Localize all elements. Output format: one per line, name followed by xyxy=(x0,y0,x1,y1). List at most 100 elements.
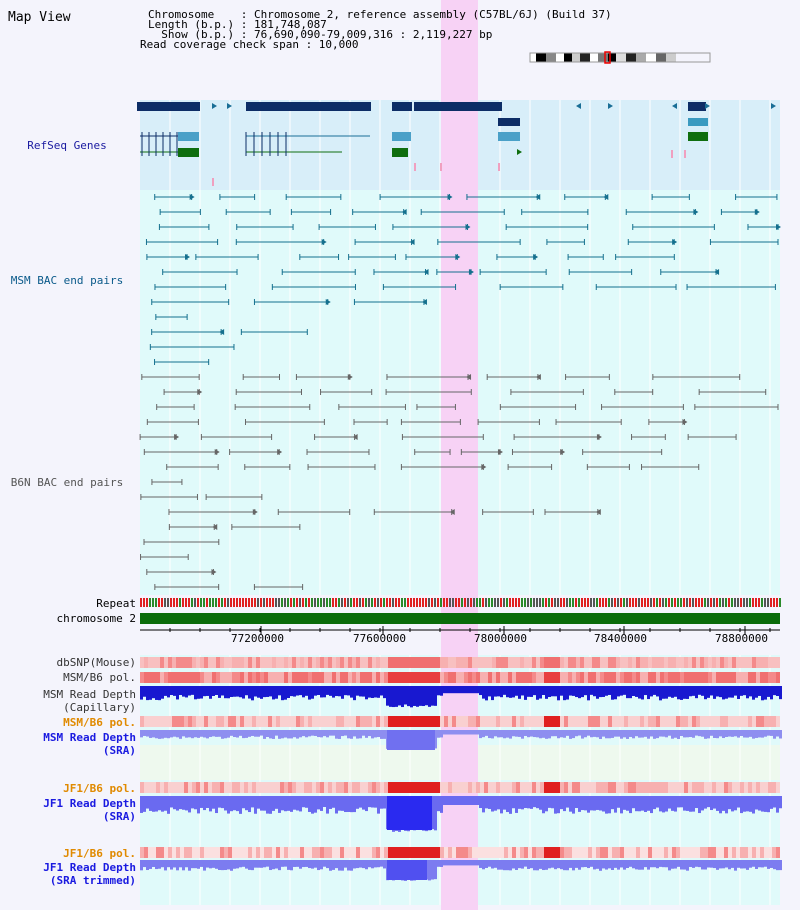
jf1-depth-sra-bar xyxy=(452,796,455,805)
msm-depth-capillary-bar xyxy=(272,686,275,700)
jf1-depth-sra-bar xyxy=(491,796,494,812)
jf1-depth-sra-bar xyxy=(212,796,215,809)
msm-b6-pol-strip xyxy=(776,672,780,683)
track-label-refseq[interactable]: RefSeq Genes xyxy=(27,139,107,152)
repeat-element xyxy=(677,598,679,607)
track-label-jf1-depth-sra: JF1 Read Depth xyxy=(43,797,136,810)
track-label-jf1-depth-trimmed-sub: (SRA trimmed) xyxy=(49,874,136,887)
jf1-depth-sra-bar xyxy=(149,796,152,811)
repeat-element xyxy=(464,598,466,607)
repeat-element xyxy=(320,598,322,607)
jf1-depth-sra-bar xyxy=(692,796,695,812)
msm-depth-capillary-bar xyxy=(674,686,677,697)
dbsnp-strip xyxy=(568,657,572,668)
dbsnp-strip xyxy=(672,657,676,668)
msm-b6-pol-strip xyxy=(220,672,224,683)
msm-b6-pol-sra-strip xyxy=(356,716,360,727)
repeat-element xyxy=(572,598,574,607)
msm-depth-capillary-bar xyxy=(755,686,758,698)
jf1-b6-pol-2-strip xyxy=(340,847,344,858)
msm-bac-pair-marker xyxy=(447,194,453,200)
jf1-b6-pol-2-strip xyxy=(460,847,464,858)
jf1-depth-sra-bar xyxy=(623,796,626,810)
msm-depth-capillary-bar xyxy=(611,686,614,700)
jf1-depth-sra-bar xyxy=(701,796,704,811)
msm-depth-capillary-bar xyxy=(599,686,602,698)
msm-b6-pol-sra-strip xyxy=(316,716,320,727)
msm-depth-sra-bar xyxy=(272,730,275,739)
msm-depth-capillary-bar xyxy=(209,686,212,699)
msm-b6-pol-sra-strip xyxy=(180,716,184,727)
jf1-b6-pol-2-strip xyxy=(356,847,360,858)
msm-depth-capillary-bar xyxy=(647,686,650,700)
jf1-b6-pol-2-strip xyxy=(280,847,284,858)
jf1-depth-trimmed-bar xyxy=(689,860,692,867)
dbsnp-strip xyxy=(720,657,724,668)
repeat-element xyxy=(527,598,529,607)
msm-b6-pol-strip xyxy=(544,672,548,683)
msm-b6-pol-strip xyxy=(656,672,660,683)
jf1-b6-pol-2-strip xyxy=(376,847,380,858)
msm-b6-pol-strip xyxy=(396,672,400,683)
jf1-b6-pol-2-strip xyxy=(720,847,724,858)
repeat-element xyxy=(602,598,604,607)
msm-depth-capillary-bar xyxy=(248,686,251,699)
dbsnp-strip xyxy=(728,657,732,668)
repeat-element xyxy=(242,598,244,607)
msm-b6-pol-sra-strip xyxy=(172,716,176,727)
jf1-depth-trimmed-bar xyxy=(656,860,659,869)
msm-b6-pol-sra-strip xyxy=(540,716,544,727)
jf1-b6-pol-2-strip xyxy=(604,847,608,858)
jf1-depth-trimmed-bar xyxy=(494,860,497,868)
jf1-b6-pol-strip xyxy=(572,782,576,793)
repeat-element xyxy=(614,598,616,607)
dbsnp-strip xyxy=(380,657,384,668)
msm-b6-pol-strip xyxy=(232,672,236,683)
msm-b6-pol-strip xyxy=(480,672,484,683)
msm-depth-sra-bar xyxy=(530,730,533,737)
jf1-b6-pol-strip xyxy=(248,782,252,793)
jf1-depth-sra-bar xyxy=(470,796,473,805)
jf1-b6-pol-2-strip xyxy=(676,847,680,858)
msm-b6-pol-sra-strip xyxy=(528,716,532,727)
track-label-b6n-bac[interactable]: B6N BAC end pairs xyxy=(10,476,124,489)
jf1-b6-pol-2-strip xyxy=(668,847,672,858)
msm-b6-pol-strip xyxy=(264,672,268,683)
b6n-bac-pair-marker xyxy=(497,449,503,455)
msm-depth-sra-bar xyxy=(332,730,335,736)
repeat-element xyxy=(686,598,688,607)
repeat-element xyxy=(332,598,334,607)
msm-b6-pol-sra-strip xyxy=(432,716,436,727)
msm-depth-capillary-bar xyxy=(296,686,299,696)
b6n-bac-pair-marker xyxy=(214,449,220,455)
msm-depth-sra-bar xyxy=(566,730,569,736)
repeat-element xyxy=(257,598,259,607)
msm-b6-pol-sra-strip xyxy=(228,716,232,727)
jf1-depth-sra-bar xyxy=(194,796,197,810)
jf1-b6-pol-strip xyxy=(380,782,384,793)
msm-b6-pol-sra-strip xyxy=(744,716,748,727)
jf1-depth-sra-bar xyxy=(686,796,689,811)
jf1-depth-trimmed-bar xyxy=(206,860,209,868)
jf1-depth-sra-bar xyxy=(197,796,200,814)
repeat-element xyxy=(530,598,532,607)
msm-depth-capillary-bar xyxy=(614,686,617,700)
jf1-b6-pol-strip xyxy=(700,782,704,793)
dbsnp-strip xyxy=(308,657,312,668)
jf1-b6-pol-2-strip xyxy=(256,847,260,858)
dbsnp-strip xyxy=(464,657,468,668)
track-label-msm-bac[interactable]: MSM BAC end pairs xyxy=(10,274,124,287)
jf1-b6-pol-strip xyxy=(272,782,276,793)
dbsnp-strip xyxy=(364,657,368,668)
repeat-element xyxy=(479,598,481,607)
msm-depth-capillary-bar xyxy=(602,686,605,697)
msm-depth-capillary-bar xyxy=(206,686,209,696)
msm-b6-pol-strip xyxy=(560,672,564,683)
jf1-b6-pol-2-strip xyxy=(580,847,584,858)
repeat-element xyxy=(647,598,649,607)
msm-depth-sra-bar xyxy=(353,730,356,737)
msm-depth-capillary-bar xyxy=(500,686,503,698)
msm-depth-capillary-bar xyxy=(278,686,281,696)
jf1-b6-pol-strip xyxy=(468,782,472,793)
